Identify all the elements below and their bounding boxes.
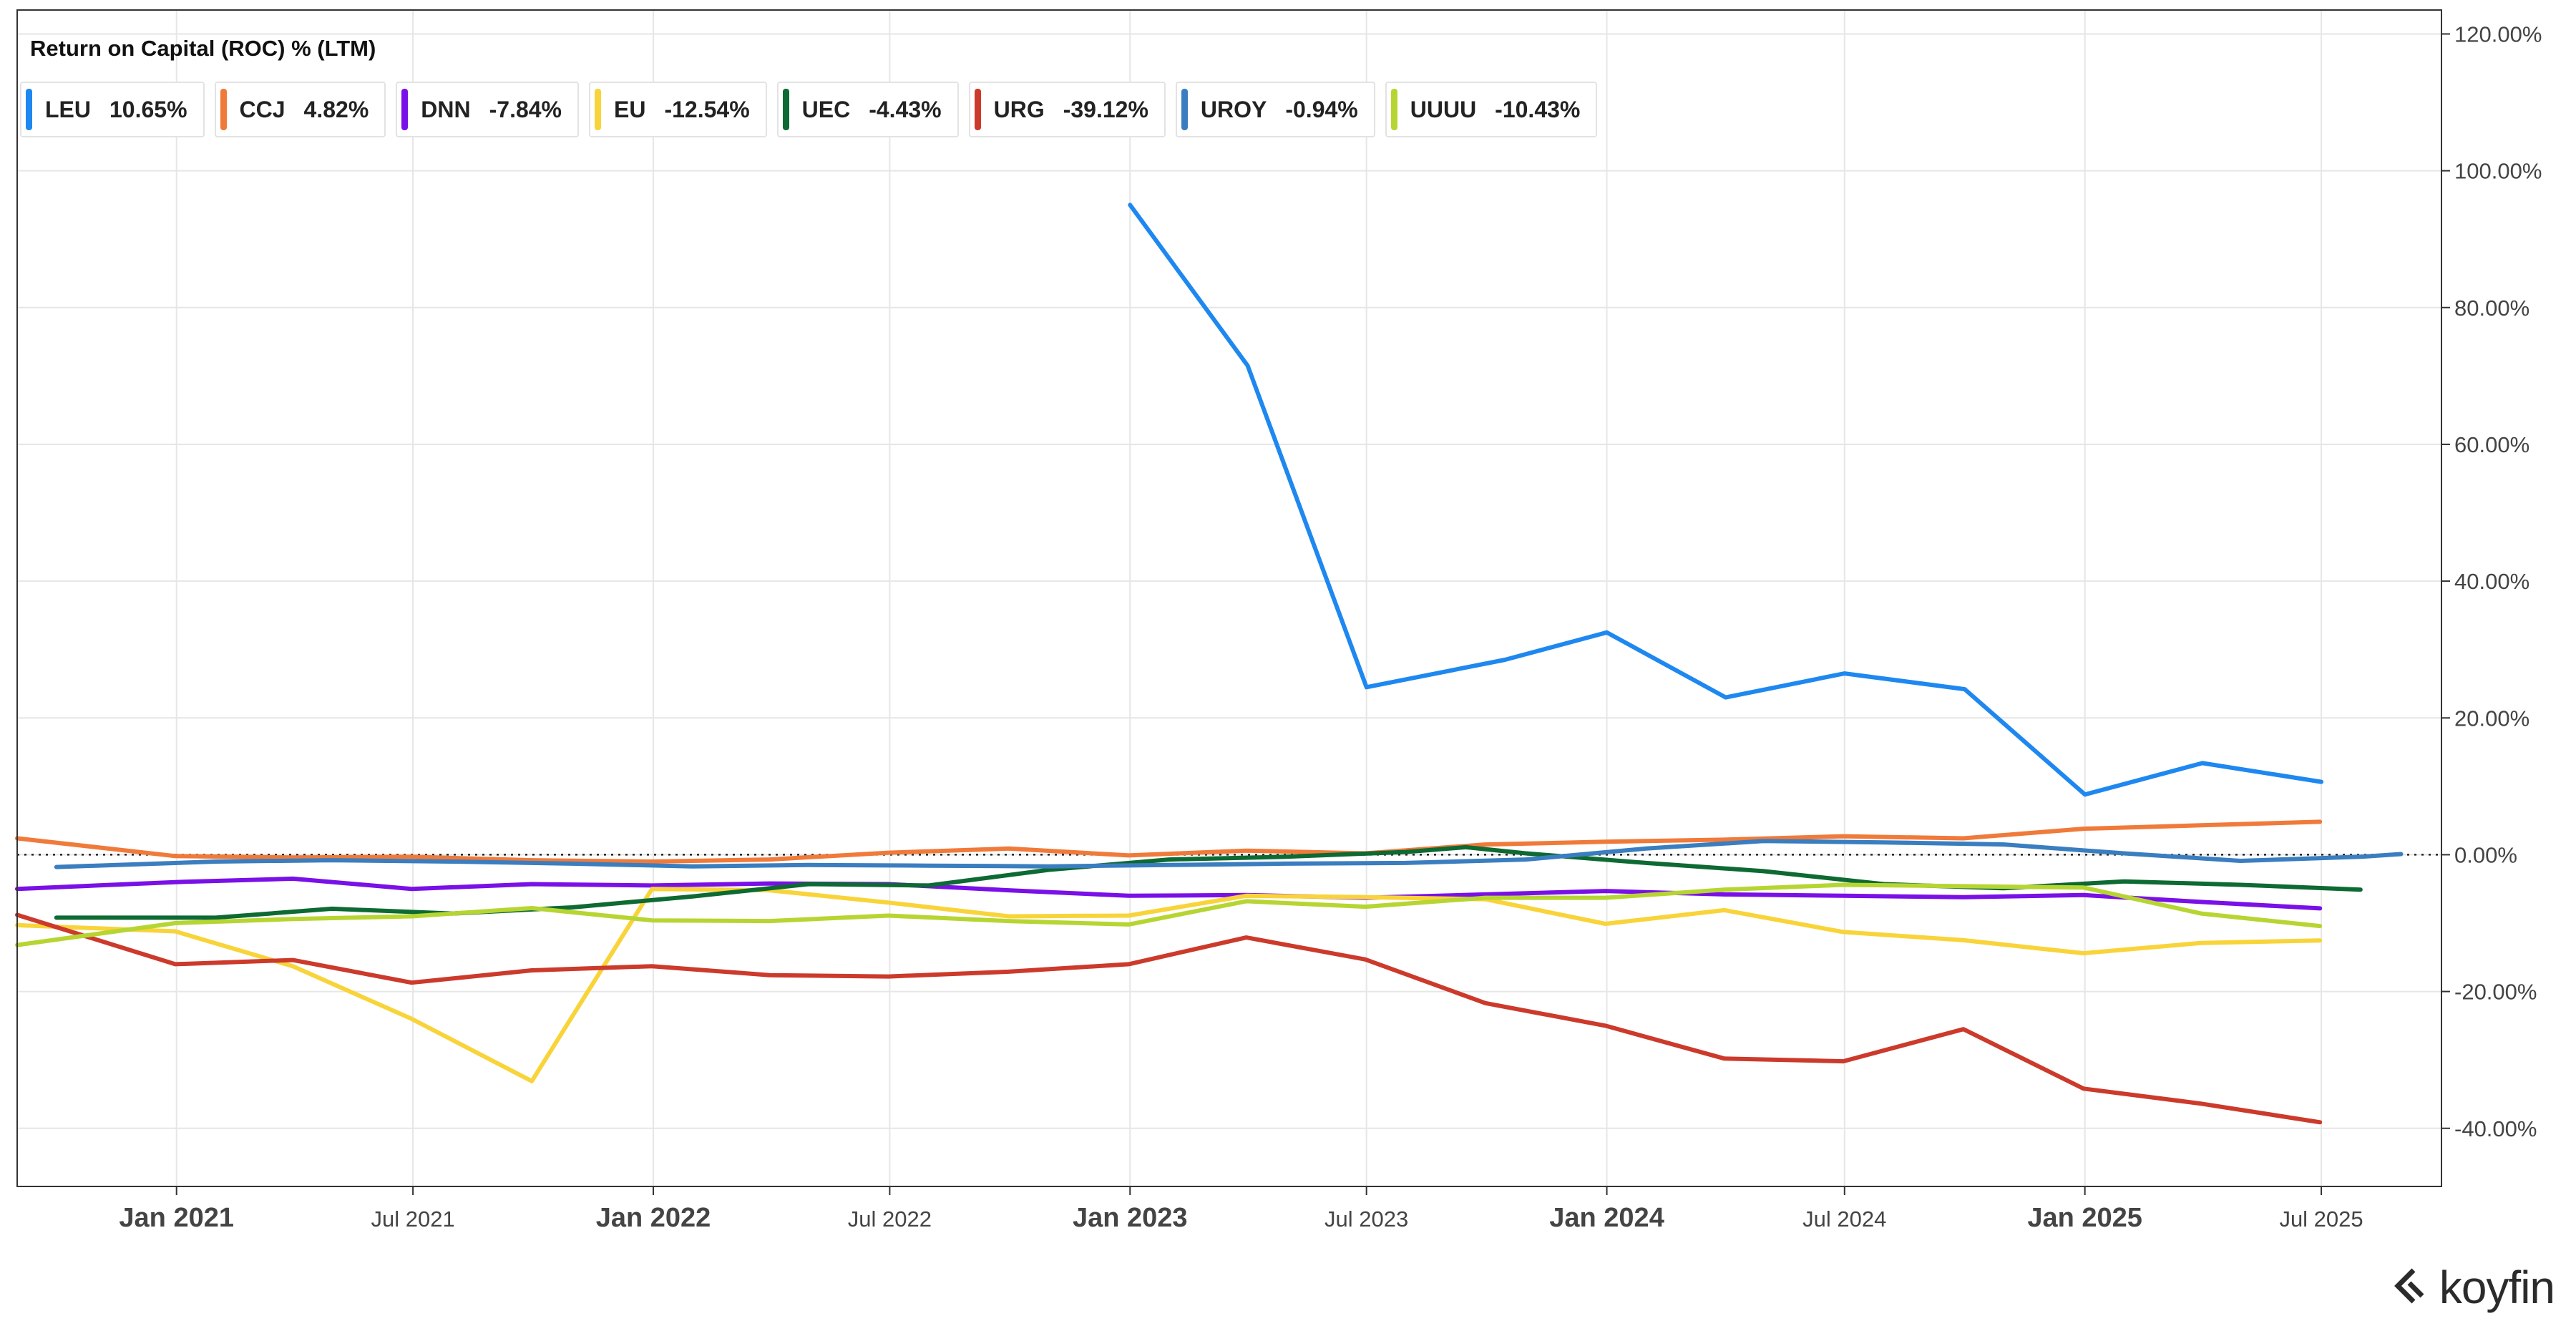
series-line-eu [15, 887, 2323, 1083]
legend: LEU 10.65% CCJ 4.82% DNN -7.84% EU -12.54% UEC -4… [20, 82, 1598, 137]
x-tick-label: Jul 2024 [1802, 1206, 1886, 1232]
legend-value: -12.54% [664, 96, 750, 122]
legend-swatch [595, 89, 601, 130]
legend-item-eu[interactable]: EU -12.54% [589, 82, 767, 137]
y-tick-label: -40.00% [2454, 1116, 2537, 1141]
legend-item-dnn[interactable]: DNN -7.84% [396, 82, 579, 137]
plot-frame [16, 9, 2442, 1187]
legend-swatch [1181, 89, 1188, 130]
x-tick-label: Jul 2023 [1324, 1206, 1408, 1232]
legend-item-uec[interactable]: UEC -4.43% [776, 82, 959, 137]
y-tick-label: 100.00% [2454, 159, 2542, 184]
axes: 120.00% 100.00% 80.00% 60.00% 40.00% 20.00% 0.… [16, 9, 2542, 1233]
legend-symbol: UEC [801, 96, 851, 122]
legend-swatch [26, 89, 32, 130]
legend-value: 4.82% [303, 96, 369, 122]
y-tick-label: 60.00% [2454, 432, 2529, 457]
legend-swatch [401, 89, 409, 130]
legend-item-uroy[interactable]: UROY -0.94% [1175, 82, 1375, 137]
x-tick-label: Jul 2025 [2279, 1206, 2363, 1232]
chart-title: Return on Capital (ROC) % (LTM) [30, 36, 376, 61]
legend-symbol: UROY [1200, 96, 1267, 122]
legend-symbol: CCJ [239, 96, 286, 122]
y-tick-label: 0.00% [2454, 842, 2517, 867]
legend-symbol: UUUU [1410, 96, 1477, 122]
legend-symbol: LEU [45, 96, 91, 122]
x-tick-label: Jan 2025 [2027, 1203, 2142, 1233]
brand-name: koyfin [2439, 1262, 2555, 1313]
series-lines [15, 203, 2404, 1125]
grid-lines [17, 10, 2441, 1186]
y-tick-label: 80.00% [2454, 296, 2529, 321]
series-line-ccj [15, 819, 2323, 864]
y-tick-label: 20.00% [2454, 706, 2529, 731]
x-tick-label: Jan 2023 [1073, 1203, 1188, 1233]
y-tick-label: -20.00% [2454, 980, 2537, 1005]
series-line-dnn [15, 876, 2323, 911]
legend-item-urg[interactable]: URG -39.12% [968, 82, 1166, 137]
series-line-leu [1128, 203, 2324, 797]
legend-value: -0.94% [1285, 96, 1358, 122]
legend-value: -10.43% [1495, 96, 1581, 122]
legend-swatch [1390, 89, 1397, 130]
legend-value: -39.12% [1063, 96, 1148, 122]
legend-swatch [220, 89, 227, 130]
legend-value: 10.65% [109, 96, 187, 122]
legend-swatch [782, 89, 789, 130]
y-tick-label: 40.00% [2454, 569, 2529, 594]
series-line-uroy [54, 839, 2404, 869]
legend-value: -4.43% [869, 96, 942, 122]
series-line-urg [15, 912, 2323, 1125]
koyfin-logo: koyfin [2392, 1261, 2555, 1314]
x-tick-label: Jan 2021 [119, 1203, 234, 1233]
x-tick-label: Jan 2024 [1549, 1203, 1664, 1233]
y-tick-label: 120.00% [2454, 21, 2542, 47]
legend-item-uuuu[interactable]: UUUU -10.43% [1385, 82, 1598, 137]
legend-swatch [974, 89, 981, 130]
legend-item-ccj[interactable]: CCJ 4.82% [214, 82, 386, 137]
legend-symbol: URG [993, 96, 1045, 122]
legend-symbol: DNN [421, 96, 471, 122]
x-tick-label: Jul 2021 [371, 1206, 454, 1232]
legend-symbol: EU [614, 96, 646, 122]
legend-value: -7.84% [489, 96, 562, 122]
x-tick-label: Jan 2022 [596, 1203, 711, 1233]
koyfin-logo-mark-icon [2394, 1268, 2424, 1304]
x-tick-label: Jul 2022 [848, 1206, 932, 1232]
series-line-uuuu [15, 882, 2323, 947]
legend-item-leu[interactable]: LEU 10.65% [20, 82, 205, 137]
